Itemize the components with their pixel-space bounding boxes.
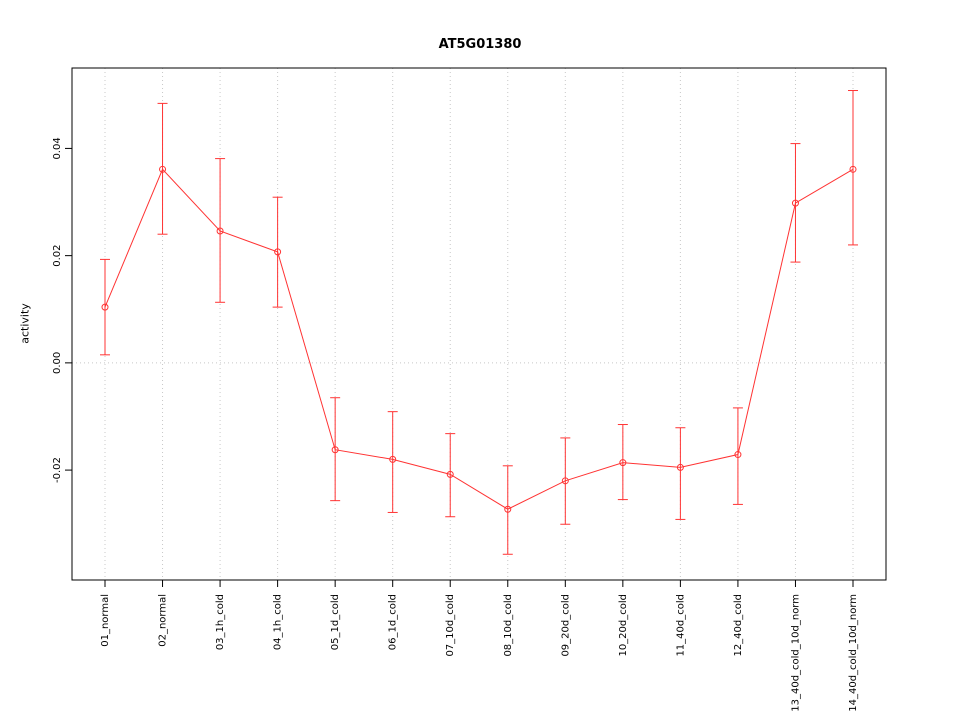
- y-tick-label: 0.02: [52, 245, 63, 267]
- x-tick-label: 06_1d_cold: [388, 594, 399, 650]
- data-point: [389, 455, 397, 463]
- y-tick-label: -0.02: [52, 457, 63, 483]
- x-tick-label: 08_10d_cold: [503, 594, 514, 657]
- x-tick-label: 11_40d_cold: [675, 594, 686, 657]
- data-point: [504, 505, 512, 513]
- data-point: [159, 165, 167, 173]
- data-point: [331, 446, 339, 454]
- data-point: [216, 227, 224, 235]
- chart-title: AT5G01380: [438, 37, 522, 52]
- data-point: [446, 470, 454, 478]
- data-point: [274, 248, 282, 256]
- x-tick-label: 12_40d_cold: [733, 594, 744, 657]
- data-point: [619, 459, 627, 467]
- x-tick-label: 03_1h_cold: [215, 594, 226, 650]
- y-tick-label: 0.04: [52, 137, 63, 159]
- x-tick-label: 04_1h_cold: [273, 594, 284, 650]
- x-tick-label: 10_20d_cold: [618, 594, 629, 657]
- data-point: [734, 451, 742, 459]
- data-point: [676, 463, 684, 471]
- plot-border: [71, 67, 887, 581]
- data-point: [101, 303, 109, 311]
- x-tick-label: 07_10d_cold: [445, 594, 456, 657]
- data-point: [561, 477, 569, 485]
- x-tick-label: 01_normal: [100, 594, 111, 647]
- series-line: [104, 168, 854, 510]
- y-tick-label: 0.00: [52, 352, 63, 374]
- data-point: [791, 199, 799, 207]
- x-tick-label: 05_1d_cold: [330, 594, 341, 650]
- x-tick-label: 13_40d_cold_10d_norm: [790, 594, 801, 712]
- data-point: [849, 165, 857, 173]
- x-tick-label: 09_20d_cold: [560, 594, 571, 657]
- x-tick-label: 14_40d_cold_10d_norm: [848, 594, 859, 712]
- x-tick-label: 02_normal: [158, 594, 169, 647]
